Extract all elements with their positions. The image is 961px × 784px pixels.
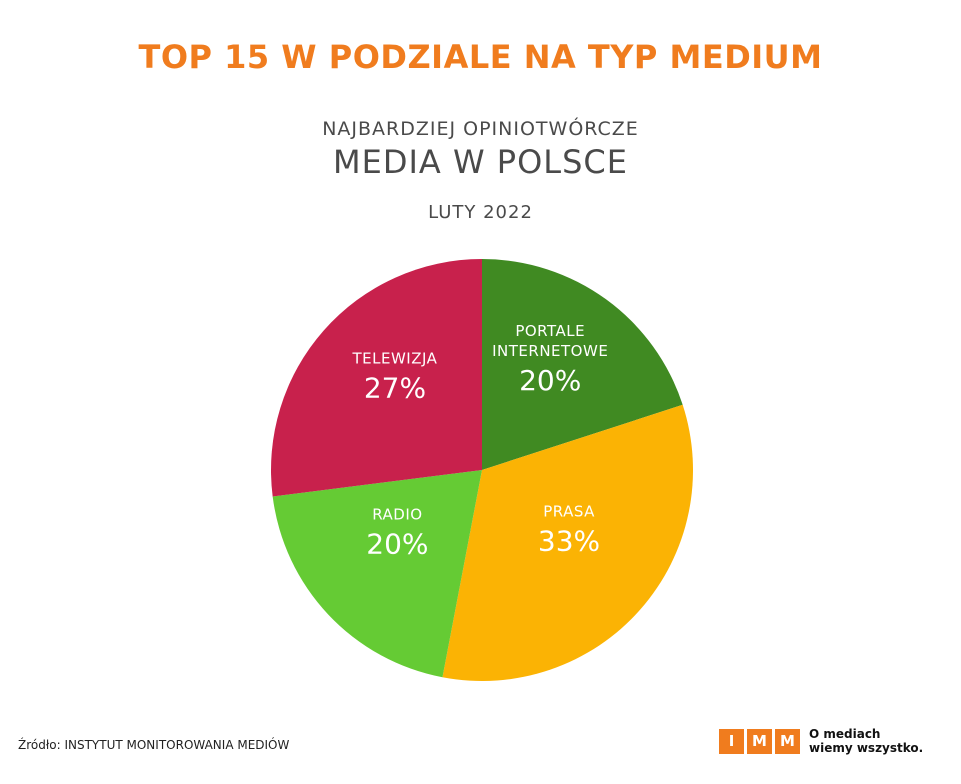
slice-label-0-line-1: INTERNETOWE [492,342,608,360]
slice-label-0-line-0: PORTALE [515,322,585,340]
pie-slice-2 [272,470,482,678]
pie-slice-1 [442,404,694,682]
slice-label-2-line-0: RADIO [372,505,422,523]
pie-slice-0 [482,259,683,470]
slice-label-1-line-0: PRASA [543,503,595,521]
slice-value-0: 20% [519,364,581,397]
slice-value-3: 27% [364,371,426,404]
pie-slice-3 [271,259,482,497]
slice-value-1: 33% [538,525,600,558]
source-note: Źródło: INSTYTUT MONITOROWANIA MEDIÓW [18,738,290,752]
logo-letter-m-2: M [775,728,800,754]
chart-title: TOP 15 W PODZIALE NA TYP MEDIUM [138,38,823,76]
logo-tagline: O mediach wiemy wszystko. [809,727,923,755]
imm-logo: I M M O mediach wiemy wszystko. [719,727,923,755]
logo-letter-m-1: M [747,728,772,754]
logo-tagline-line-2: wiemy wszystko. [809,741,924,755]
slice-value-2: 20% [366,527,428,560]
logo-tagline-line-1: O mediach [809,727,881,741]
slice-label-3-line-0: TELEWIZJA [351,349,437,367]
date-label: LUTY 2022 [428,202,533,223]
logo-letter-i: I [719,728,744,754]
subtitle-line-1: NAJBARDZIEJ OPINIOTWÓRCZE [322,118,639,140]
subtitle-line-2: MEDIA W POLSCE [333,143,628,181]
